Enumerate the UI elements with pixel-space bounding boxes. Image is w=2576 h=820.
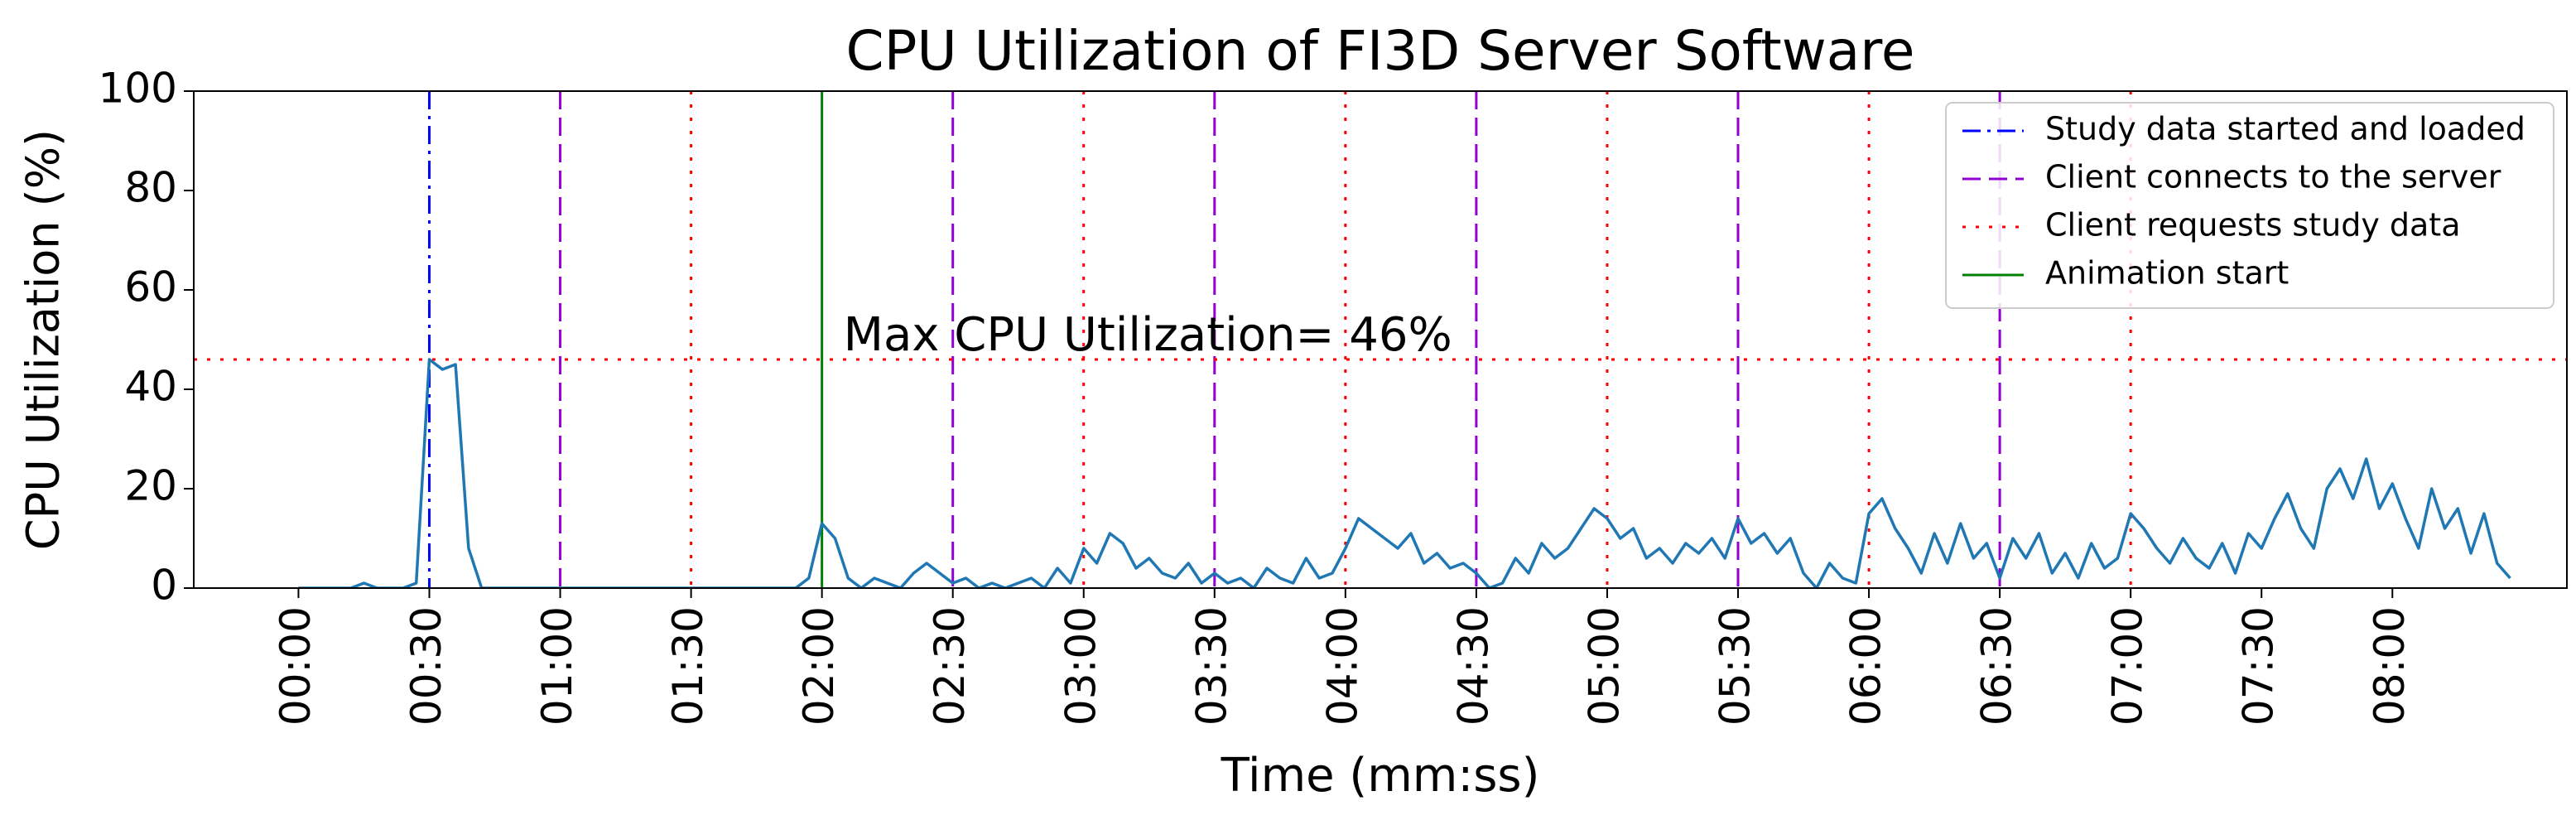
x-tick-label: 07:00 xyxy=(2104,606,2152,726)
legend-label: Client requests study data xyxy=(2045,207,2460,244)
y-tick-label: 80 xyxy=(124,164,177,212)
legend-label: Study data started and loaded xyxy=(2045,111,2525,147)
x-tick-label: 04:00 xyxy=(1318,606,1366,726)
x-tick-label: 08:00 xyxy=(2366,606,2414,726)
y-tick-label: 60 xyxy=(124,263,177,311)
x-tick-label: 05:30 xyxy=(1712,606,1760,726)
x-tick-label: 05:00 xyxy=(1580,606,1628,726)
data-line xyxy=(298,358,2511,588)
legend-label: Animation start xyxy=(2045,255,2289,292)
x-tick-label: 02:00 xyxy=(795,606,843,726)
y-tick-label: 40 xyxy=(124,363,177,411)
y-tick-label: 20 xyxy=(124,462,177,510)
x-tick-label: 02:30 xyxy=(926,606,974,726)
plot-frame xyxy=(193,90,2568,589)
x-tick-label: 01:00 xyxy=(533,606,581,726)
legend-box xyxy=(1945,102,2554,309)
y-tick-label: 0 xyxy=(151,562,177,610)
x-tick-label: 01:30 xyxy=(664,606,712,726)
legend-label: Client connects to the server xyxy=(2045,159,2501,195)
chart-title: CPU Utilization of FI3D Server Software xyxy=(845,19,1914,83)
y-axis-label: CPU Utilization (%) xyxy=(17,129,70,550)
x-tick-label: 00:00 xyxy=(272,606,320,726)
x-tick-label: 06:00 xyxy=(1842,606,1890,726)
x-tick-label: 03:00 xyxy=(1057,606,1105,726)
x-axis-label: Time (mm:ss) xyxy=(1221,749,1540,803)
x-tick-label: 07:30 xyxy=(2235,606,2283,726)
x-tick-label: 04:30 xyxy=(1449,606,1497,726)
x-tick-label: 03:30 xyxy=(1187,606,1235,726)
x-tick-label: 00:30 xyxy=(402,606,450,726)
max-label: Max CPU Utilization= 46% xyxy=(844,308,1452,362)
y-tick-label: 100 xyxy=(99,65,177,113)
x-tick-label: 06:30 xyxy=(1973,606,2021,726)
